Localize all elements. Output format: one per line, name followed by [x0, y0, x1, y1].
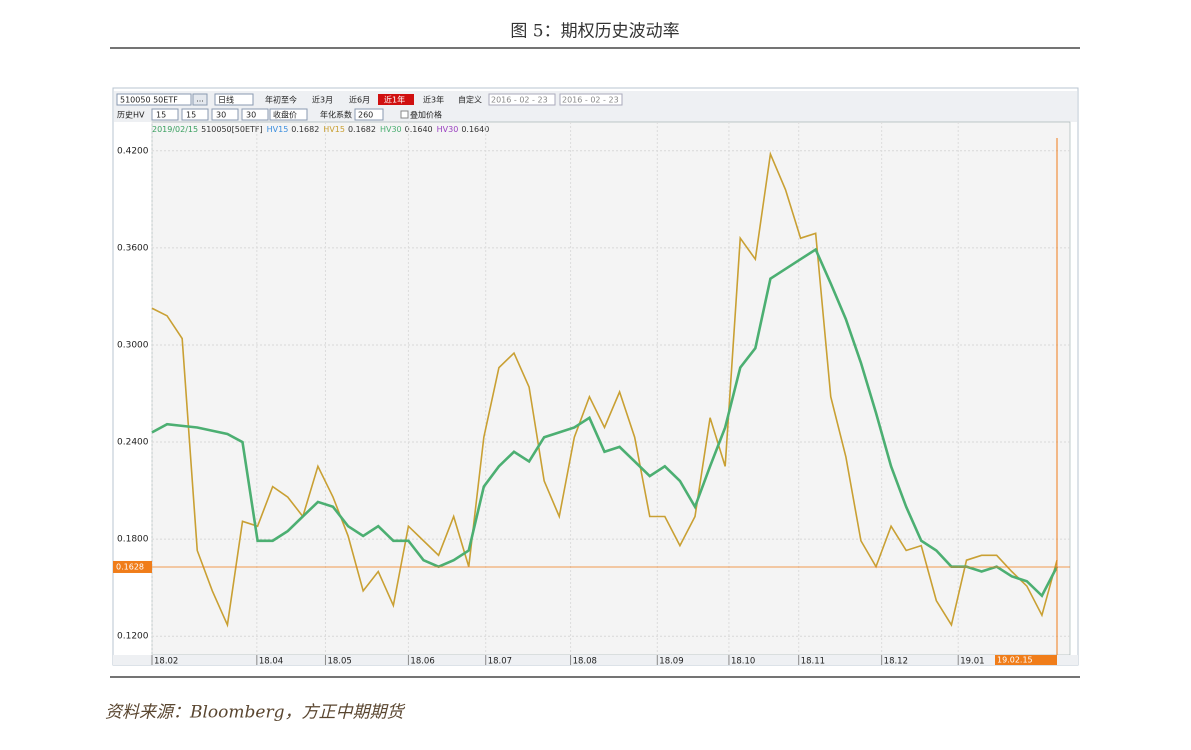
overlay-checkbox[interactable] [400, 110, 409, 119]
period-select[interactable] [214, 93, 254, 106]
status-row: 2019/02/15 510050[50ETF] HV15 0.1682 HV15 0.1… [152, 125, 489, 134]
price-select[interactable] [269, 108, 308, 121]
x-tick-label: 18.10 [731, 657, 755, 667]
range-button[interactable]: 近3月 [312, 95, 333, 105]
plot-area [151, 121, 1071, 656]
y-tick-label: 0.1800 [117, 535, 149, 545]
code: 510050 50ETF [120, 96, 178, 105]
legend-value: 0.1682 [291, 125, 319, 134]
x-tick-label: 19.01 [960, 657, 984, 667]
date-to[interactable]: 2016 - 02 - 23 [562, 96, 619, 105]
x-tick-label: 18.04 [259, 657, 283, 667]
more[interactable]: ... [196, 95, 204, 104]
range-button[interactable]: 近6月 [349, 95, 370, 105]
source-note: 资料来源：Bloomberg，方正中期期货 [105, 703, 405, 723]
x-tick-label: 18.12 [884, 657, 908, 667]
y-tick-label: 0.1200 [117, 632, 149, 642]
annual-box[interactable] [354, 108, 384, 121]
range-button[interactable]: 近3年 [423, 95, 444, 105]
annual-value[interactable]: 260 [358, 111, 373, 120]
current-value-box [113, 560, 152, 573]
y-tick-label: 0.4200 [117, 146, 149, 156]
x-tick-label: 18.08 [573, 657, 597, 667]
series-line [151, 247, 1059, 598]
x-tick-label: 18.02 [154, 657, 178, 667]
figure-title: 图 5：期权历史波动率 [510, 22, 679, 42]
annual-label: 年化系数 [320, 110, 352, 120]
y-tick-label: 0.2400 [117, 438, 149, 448]
range-button[interactable]: 年初至今 [265, 95, 297, 105]
range-button[interactable]: 自定义 [458, 95, 482, 105]
legend-value: 0.1640 [461, 125, 489, 134]
date-from-box[interactable] [488, 93, 556, 106]
status-code: 510050[50ETF] [201, 125, 263, 134]
cursor-box [995, 655, 1057, 665]
legend-name: HV15 [323, 125, 345, 134]
x-tick-label: 18.09 [659, 657, 683, 667]
date-from[interactable]: 2016 - 02 - 23 [491, 96, 548, 105]
x-tick-label: 18.11 [801, 657, 825, 667]
window-value[interactable]: 15 [156, 111, 166, 120]
y-tick-label: 0.3000 [117, 340, 149, 350]
legend-name: HV30 [437, 125, 459, 134]
hv-label: 历史HV [117, 110, 145, 120]
window-box[interactable] [211, 108, 239, 121]
current-value-label: 0.1628 [116, 562, 144, 571]
x-tick-label: 18.05 [327, 657, 351, 667]
overlay-label[interactable]: 叠加价格 [410, 110, 442, 120]
window-value[interactable]: 30 [216, 111, 226, 120]
more-button[interactable] [192, 93, 208, 106]
window-box[interactable] [151, 108, 179, 121]
window-box[interactable] [181, 108, 209, 121]
window-value[interactable]: 15 [186, 111, 196, 120]
status-date: 2019/02/15 [152, 125, 198, 134]
legend-name: HV15 [267, 125, 289, 134]
legend-value: 0.1682 [348, 125, 376, 134]
x-tick-label: 18.06 [410, 657, 434, 667]
range-button[interactable]: 近1年 [384, 95, 405, 105]
code-box [116, 93, 192, 106]
legend-value: 0.1640 [405, 125, 433, 134]
price-type[interactable]: 收盘价 [273, 110, 297, 120]
period[interactable]: 日线 [218, 95, 234, 105]
cursor-label: 19.02.15 [997, 656, 1033, 665]
window-value[interactable]: 30 [246, 111, 256, 120]
date-to-box[interactable] [559, 93, 623, 106]
legend-name: HV30 [380, 125, 402, 134]
x-tick-label: 18.07 [488, 657, 512, 667]
y-tick-label: 0.3600 [117, 243, 149, 253]
range-active [378, 94, 414, 105]
window-box[interactable] [241, 108, 269, 121]
x-axis-strip [113, 655, 1078, 665]
